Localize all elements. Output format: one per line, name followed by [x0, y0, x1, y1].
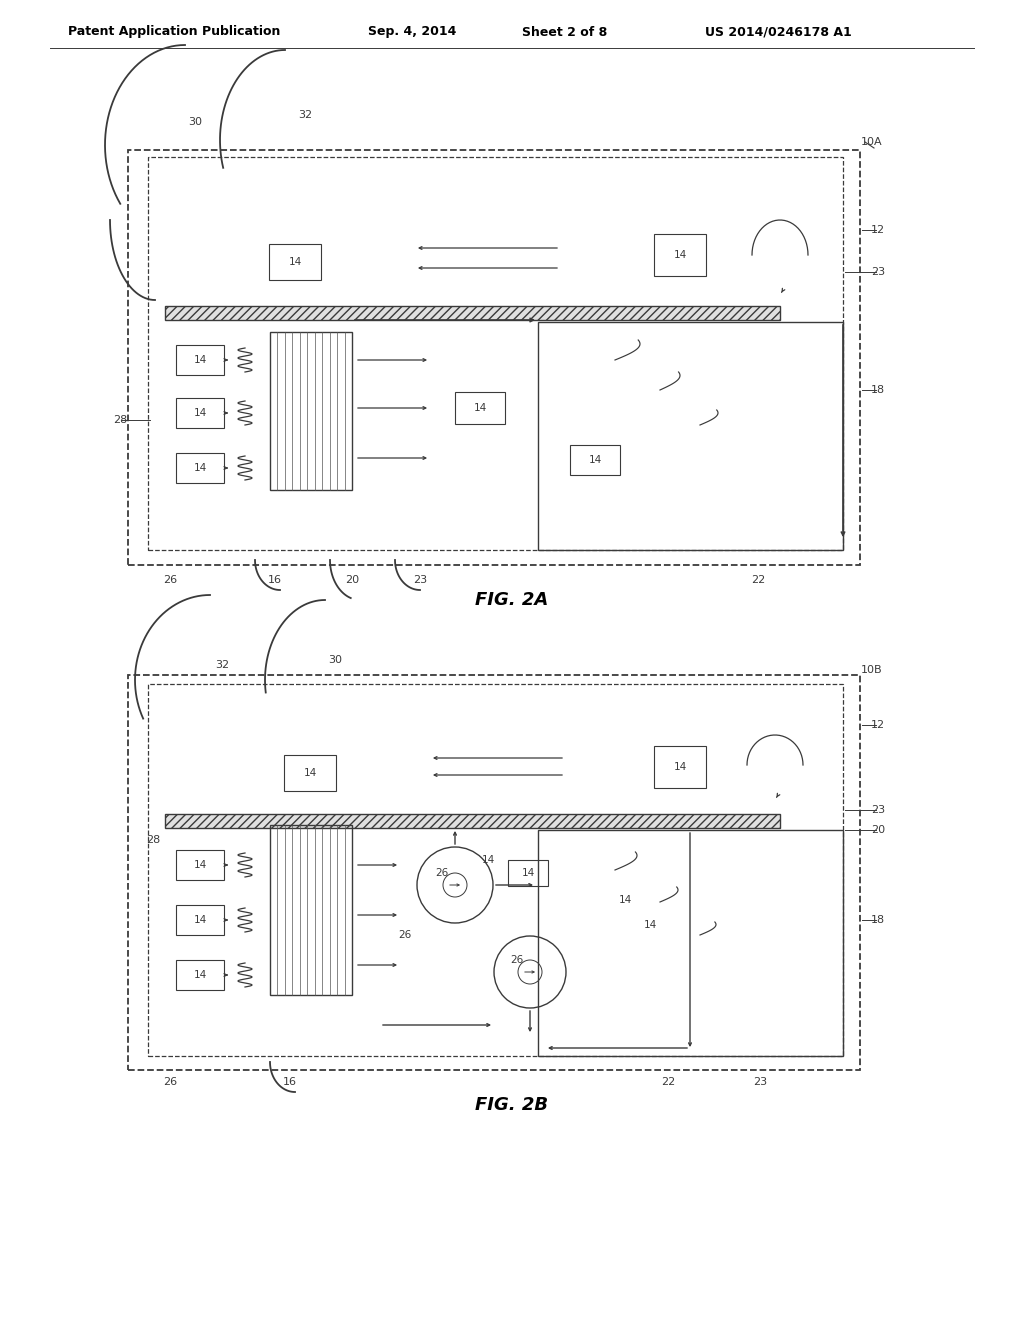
Text: 14: 14 — [289, 257, 302, 267]
Text: 23: 23 — [871, 805, 885, 814]
Bar — [176, 453, 224, 483]
Bar — [270, 825, 352, 995]
Text: 14: 14 — [618, 895, 632, 906]
Bar — [176, 906, 224, 935]
Text: 23: 23 — [871, 267, 885, 277]
Bar — [654, 746, 706, 788]
Text: 12: 12 — [871, 719, 885, 730]
Text: FIG. 2A: FIG. 2A — [475, 591, 549, 609]
Text: 18: 18 — [871, 915, 885, 925]
Text: Patent Application Publication: Patent Application Publication — [68, 25, 281, 38]
Text: FIG. 2B: FIG. 2B — [475, 1096, 549, 1114]
Bar — [455, 392, 505, 424]
Text: 20: 20 — [871, 825, 885, 836]
Text: 28: 28 — [145, 836, 160, 845]
Text: 16: 16 — [268, 576, 282, 585]
Text: 26: 26 — [163, 1077, 177, 1086]
Text: 26: 26 — [435, 869, 449, 878]
Text: 10A: 10A — [861, 137, 883, 147]
Bar — [538, 322, 843, 550]
Text: 14: 14 — [473, 403, 486, 413]
Bar — [176, 850, 224, 880]
Bar — [570, 445, 620, 475]
Text: US 2014/0246178 A1: US 2014/0246178 A1 — [705, 25, 852, 38]
Text: 14: 14 — [589, 455, 602, 465]
Text: Sep. 4, 2014: Sep. 4, 2014 — [368, 25, 457, 38]
Bar — [148, 157, 843, 550]
Text: 22: 22 — [751, 576, 765, 585]
Text: 26: 26 — [398, 931, 412, 940]
Bar — [176, 345, 224, 375]
Bar — [176, 960, 224, 990]
Text: 22: 22 — [660, 1077, 675, 1086]
Text: 14: 14 — [194, 861, 207, 870]
Text: 23: 23 — [753, 1077, 767, 1086]
Bar — [165, 814, 780, 828]
Text: 14: 14 — [194, 463, 207, 473]
Bar — [654, 234, 706, 276]
Text: 28: 28 — [113, 414, 127, 425]
Text: 14: 14 — [194, 355, 207, 366]
Bar — [284, 755, 336, 791]
Text: 14: 14 — [521, 869, 535, 878]
Text: 23: 23 — [413, 576, 427, 585]
Bar — [128, 675, 860, 1071]
Text: 26: 26 — [163, 576, 177, 585]
Bar — [176, 399, 224, 428]
Text: Sheet 2 of 8: Sheet 2 of 8 — [522, 25, 607, 38]
Text: 14: 14 — [194, 970, 207, 979]
Text: 26: 26 — [510, 954, 523, 965]
Text: 14: 14 — [481, 855, 495, 865]
Text: 10B: 10B — [861, 665, 883, 675]
Text: 18: 18 — [871, 385, 885, 395]
Text: 12: 12 — [871, 224, 885, 235]
Text: 14: 14 — [303, 768, 316, 777]
Text: 14: 14 — [194, 408, 207, 418]
Text: 14: 14 — [643, 920, 656, 931]
Text: 20: 20 — [345, 576, 359, 585]
Text: 14: 14 — [674, 249, 687, 260]
Bar — [270, 333, 352, 490]
Bar — [269, 244, 321, 280]
Text: 14: 14 — [674, 762, 687, 772]
Text: 32: 32 — [215, 660, 229, 671]
Bar — [128, 150, 860, 565]
Text: 16: 16 — [283, 1077, 297, 1086]
Bar — [538, 830, 843, 1056]
Text: 32: 32 — [298, 110, 312, 120]
Text: 30: 30 — [328, 655, 342, 665]
Text: 30: 30 — [188, 117, 202, 127]
Bar — [148, 684, 843, 1056]
Bar — [165, 306, 780, 319]
Bar — [508, 861, 548, 886]
Text: 14: 14 — [194, 915, 207, 925]
